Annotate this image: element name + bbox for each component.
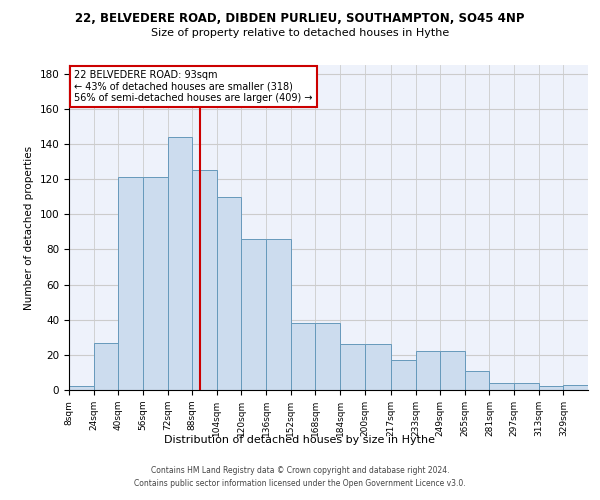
Bar — [69, 386, 94, 390]
Text: Distribution of detached houses by size in Hythe: Distribution of detached houses by size … — [164, 435, 436, 445]
Bar — [316, 323, 340, 390]
Bar — [365, 344, 391, 390]
Bar — [118, 178, 143, 390]
Text: 22, BELVEDERE ROAD, DIBDEN PURLIEU, SOUTHAMPTON, SO45 4NP: 22, BELVEDERE ROAD, DIBDEN PURLIEU, SOUT… — [75, 12, 525, 26]
Bar — [340, 344, 365, 390]
Bar — [416, 352, 440, 390]
Bar — [192, 170, 217, 390]
Text: Contains HM Land Registry data © Crown copyright and database right 2024.
Contai: Contains HM Land Registry data © Crown c… — [134, 466, 466, 487]
Bar — [167, 137, 192, 390]
Bar — [391, 360, 416, 390]
Bar — [266, 239, 291, 390]
Bar — [217, 197, 241, 390]
Text: 22 BELVEDERE ROAD: 93sqm
← 43% of detached houses are smaller (318)
56% of semi-: 22 BELVEDERE ROAD: 93sqm ← 43% of detach… — [74, 70, 313, 103]
Bar — [94, 342, 118, 390]
Text: Size of property relative to detached houses in Hythe: Size of property relative to detached ho… — [151, 28, 449, 38]
Bar — [143, 178, 167, 390]
Bar — [465, 370, 490, 390]
Bar — [514, 383, 539, 390]
Y-axis label: Number of detached properties: Number of detached properties — [24, 146, 34, 310]
Bar — [241, 239, 266, 390]
Bar — [291, 323, 316, 390]
Bar — [490, 383, 514, 390]
Bar — [440, 352, 465, 390]
Bar — [539, 386, 563, 390]
Bar — [563, 384, 588, 390]
